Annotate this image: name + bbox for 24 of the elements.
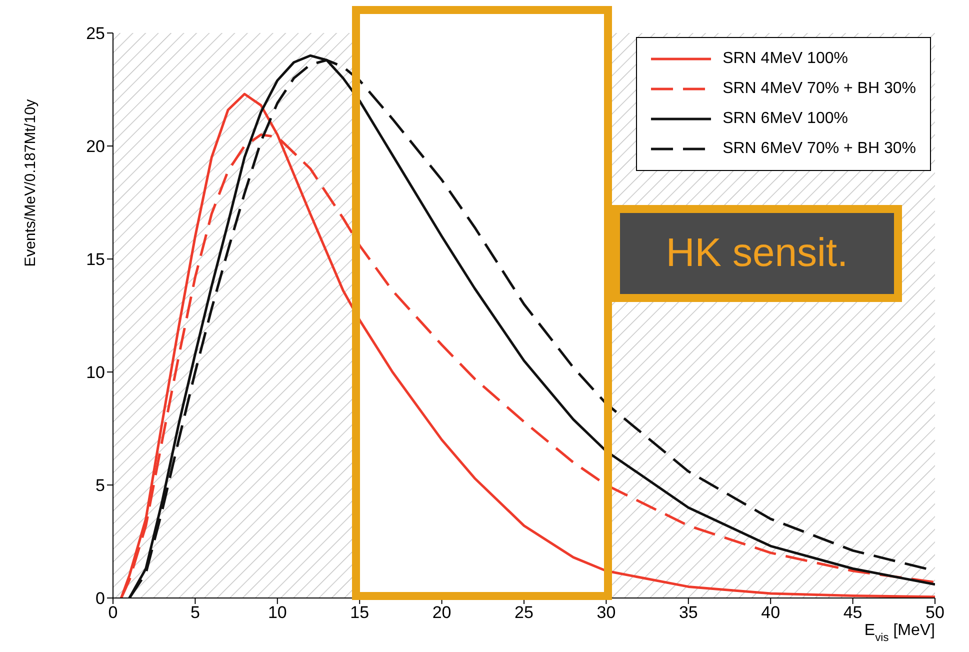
y-axis-title: Events/MeV/0.187Mt/10y [22, 98, 39, 267]
y-tick-label: 5 [96, 476, 105, 496]
y-tick-label: 20 [86, 137, 105, 156]
y-tick-label: 10 [86, 363, 105, 382]
y-tick-label: 25 [86, 24, 105, 44]
x-tick-label: 30 [596, 603, 616, 622]
y-tick-label: 15 [86, 250, 105, 270]
y-tick-label: 0 [96, 589, 105, 608]
x-tick-label: 10 [268, 603, 287, 622]
x-tick-label: 25 [514, 603, 534, 622]
x-tick-label: 0 [108, 603, 118, 622]
x-tick-label: 45 [843, 603, 862, 622]
x-tick-label: 5 [190, 603, 200, 622]
x-tick-label: 40 [761, 603, 780, 622]
x-tick-label: 20 [432, 603, 452, 622]
annotation: HK sensit. [612, 205, 902, 302]
legend-label: SRN 6MeV 70% + BH 30% [722, 140, 916, 158]
legend-label: SRN 4MeV 100% [722, 50, 848, 68]
x-tick-label: 15 [350, 603, 370, 622]
x-tick-label: 50 [926, 603, 944, 622]
legend-label: SRN 6MeV 100% [722, 110, 848, 128]
x-tick-label: 35 [678, 603, 698, 622]
x-axis-title: E$_{vis}$ [MeV] [864, 622, 935, 644]
legend-label: SRN 4MeV 70% + BH 30% [722, 80, 916, 98]
